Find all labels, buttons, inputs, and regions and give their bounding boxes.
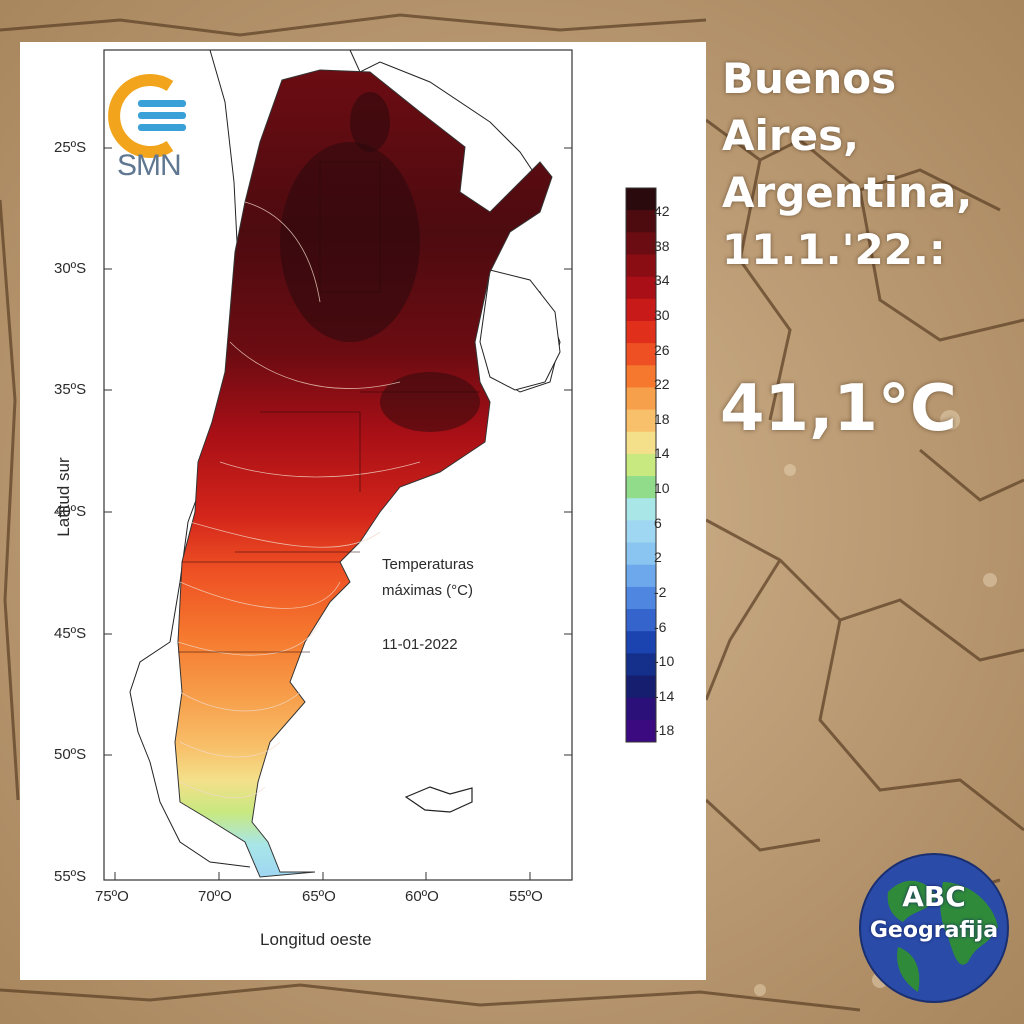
legend-label: 6 bbox=[654, 514, 662, 531]
legend-swatch bbox=[626, 675, 656, 699]
temperature-map-panel: SMN 25ºS 30ºS 35ºS 40ºS 45ºS 50ºS 55ºS 7… bbox=[20, 42, 706, 980]
legend-swatch bbox=[626, 210, 656, 233]
x-axis-label: Longitud oeste bbox=[260, 930, 372, 949]
legend-label: -10 bbox=[654, 653, 675, 670]
legend-swatch bbox=[626, 232, 656, 255]
legend-swatch bbox=[626, 409, 656, 433]
abc-geografija-logo: ABC Geografija bbox=[858, 852, 1010, 1004]
legend-label: 42 bbox=[654, 203, 670, 219]
lat-tick-marks bbox=[104, 147, 572, 756]
headline-line3: Argentina, bbox=[722, 168, 973, 217]
hot-core-northeast bbox=[350, 92, 390, 152]
legend-label: 26 bbox=[654, 341, 670, 358]
legend-frame bbox=[625, 187, 657, 743]
legend-swatch bbox=[626, 653, 656, 677]
legend-swatch bbox=[626, 365, 656, 388]
lon-tick-70: 70ºO bbox=[198, 888, 232, 905]
province-borders bbox=[178, 161, 480, 653]
legend-swatch bbox=[626, 631, 656, 654]
lon-tick-marks bbox=[114, 872, 531, 880]
headline-line2: Aires, bbox=[722, 111, 860, 160]
map-title-line1: Temperaturas bbox=[382, 556, 474, 573]
lat-tick-25: 25ºS bbox=[54, 139, 87, 156]
lon-tick-65: 65ºO bbox=[302, 888, 336, 905]
hot-core-north bbox=[280, 142, 420, 342]
hot-core-buenos-aires bbox=[380, 372, 480, 432]
legend-swatch bbox=[626, 343, 656, 366]
legend-swatch bbox=[626, 431, 656, 455]
y-axis-label: Latitud sur bbox=[54, 457, 73, 537]
legend-label: 38 bbox=[654, 237, 670, 254]
lat-tick-55: 55ºS bbox=[54, 868, 87, 885]
legend-label: -2 bbox=[654, 583, 667, 600]
legend-label: -14 bbox=[654, 687, 675, 704]
legend-swatch bbox=[626, 609, 656, 632]
legend-label: 18 bbox=[654, 410, 670, 427]
legend-swatch bbox=[626, 498, 656, 521]
legend-swatch bbox=[626, 520, 656, 544]
smn-logo-text: SMN bbox=[117, 149, 182, 182]
legend-swatch bbox=[626, 719, 656, 743]
globe-icon bbox=[859, 853, 1009, 1003]
headline-line4: 11.1.'22.: bbox=[722, 225, 946, 274]
chile-coastline bbox=[129, 641, 251, 868]
legend-swatch bbox=[626, 697, 656, 721]
legend-swatch bbox=[626, 320, 656, 344]
legend-label: 10 bbox=[654, 480, 670, 496]
argentina-temperature-map bbox=[103, 49, 657, 881]
legend-label: 2 bbox=[654, 549, 662, 566]
lon-tick-60: 60ºO bbox=[405, 888, 439, 905]
legend-swatch bbox=[626, 298, 656, 322]
legend-color-bar bbox=[625, 187, 657, 743]
isotherms bbox=[177, 201, 421, 799]
lat-tick-50: 50ºS bbox=[54, 746, 87, 763]
falkland-islands bbox=[404, 786, 473, 813]
legend-swatch bbox=[626, 564, 656, 588]
smn-logo-icon bbox=[108, 74, 186, 158]
headline: Buenos Aires, Argentina, 11.1.'22.: bbox=[722, 50, 1022, 278]
map-date: 11-01-2022 bbox=[382, 636, 458, 653]
lat-tick-35: 35ºS bbox=[54, 381, 87, 398]
legend-swatch bbox=[626, 387, 656, 411]
headline-line1: Buenos bbox=[722, 54, 897, 103]
headline-temperature: 41,1°C bbox=[720, 372, 957, 446]
legend-swatch bbox=[626, 586, 656, 610]
lon-tick-55w: 55ºO bbox=[509, 888, 543, 905]
badge-line2: Geografija bbox=[869, 918, 999, 943]
legend-swatch bbox=[626, 276, 656, 300]
legend-swatch bbox=[626, 542, 656, 566]
lon-tick-75: 75ºO bbox=[95, 888, 129, 905]
uruguay-outline bbox=[479, 269, 561, 391]
legend-swatch bbox=[626, 453, 656, 477]
lat-tick-40: 40ºS bbox=[54, 503, 87, 520]
legend-label: 14 bbox=[654, 445, 670, 462]
legend-label: 34 bbox=[654, 272, 670, 289]
lat-tick-45: 45ºS bbox=[54, 625, 87, 642]
legend-label: -6 bbox=[654, 618, 667, 635]
legend-swatch bbox=[626, 188, 656, 211]
lat-tick-30: 30ºS bbox=[54, 260, 87, 277]
badge-line1: ABC bbox=[902, 880, 966, 913]
legend-swatch bbox=[626, 476, 656, 499]
legend-label: -18 bbox=[654, 722, 675, 739]
legend-label: 30 bbox=[654, 306, 670, 323]
map-title-line2: máximas (°C) bbox=[382, 582, 473, 599]
legend-swatch bbox=[626, 254, 656, 278]
legend-label: 22 bbox=[654, 376, 670, 393]
